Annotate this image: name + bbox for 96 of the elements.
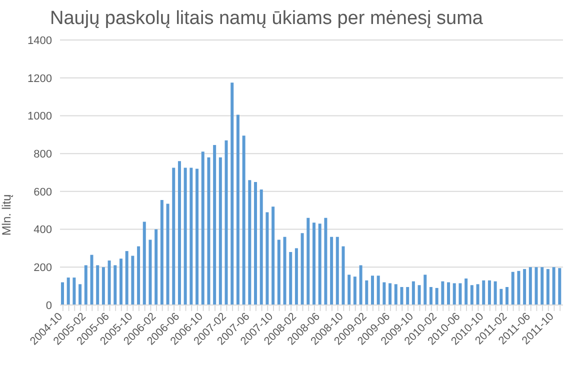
bar (108, 260, 111, 305)
bar (230, 82, 234, 305)
bar (441, 281, 444, 305)
bar (376, 276, 380, 305)
bar (412, 281, 415, 305)
bar (458, 283, 462, 305)
y-tick-label: 1200 (28, 72, 52, 85)
bar (218, 157, 222, 305)
bar (348, 274, 351, 305)
bar (382, 282, 386, 305)
bar (142, 222, 146, 305)
bar (476, 284, 480, 305)
bar (184, 168, 187, 305)
bar (96, 265, 100, 305)
bar (552, 267, 556, 305)
bar (523, 269, 526, 305)
bar (289, 252, 292, 305)
bar (447, 282, 450, 305)
bar (342, 246, 345, 305)
bar (102, 267, 105, 305)
bar (365, 280, 368, 305)
bar (488, 280, 491, 305)
bar (528, 267, 532, 305)
bar (394, 284, 398, 305)
bar (388, 283, 392, 305)
bar (72, 278, 76, 305)
bar (429, 287, 432, 305)
bar (254, 182, 258, 305)
bar (534, 267, 538, 305)
bar (283, 236, 286, 305)
bar (272, 206, 275, 305)
bar (424, 274, 427, 305)
y-tick-label: 200 (34, 262, 52, 274)
bar (154, 229, 158, 305)
bar (66, 278, 70, 305)
bar (324, 218, 328, 305)
bar (236, 114, 240, 305)
bar (517, 270, 520, 305)
bar (119, 258, 122, 305)
bar (370, 276, 374, 305)
bar (61, 282, 64, 305)
y-tick-label: 1000 (28, 110, 52, 123)
bar (207, 157, 210, 305)
bar (435, 288, 438, 305)
y-tick-label: 400 (34, 224, 52, 236)
bar (248, 180, 252, 305)
bar (78, 284, 82, 305)
bar (266, 212, 269, 305)
y-tick-label: 1400 (28, 34, 52, 47)
bar (160, 200, 164, 305)
bar (558, 268, 562, 305)
bar (406, 287, 410, 305)
bar (84, 265, 88, 305)
bar (114, 265, 117, 305)
y-tick-label: 800 (34, 148, 52, 160)
bar (242, 136, 246, 305)
bar (137, 246, 140, 305)
bar (452, 283, 456, 305)
bar (470, 285, 474, 305)
y-tick-label: 600 (34, 186, 52, 198)
bar (196, 168, 199, 305)
bar (359, 265, 362, 305)
bar (224, 140, 228, 305)
bar (178, 161, 181, 305)
bar (353, 276, 356, 305)
bar (125, 251, 128, 305)
bar (318, 224, 322, 305)
bar (506, 287, 509, 305)
bar (213, 145, 216, 305)
bar (300, 233, 304, 305)
bar (546, 269, 550, 305)
bar (277, 240, 280, 305)
bar (260, 190, 263, 305)
bar (336, 236, 339, 305)
y-tick-label: 0 (46, 300, 52, 312)
bar (500, 288, 503, 305)
chart-title: Naujų paskolų litais namų ūkiams per mėnesį suma (50, 8, 483, 30)
bar (494, 281, 497, 305)
bar (166, 204, 170, 305)
bar (511, 272, 514, 305)
bar (330, 236, 334, 305)
bar (172, 168, 176, 305)
bar (464, 278, 468, 305)
bar (294, 248, 298, 305)
bar (190, 168, 193, 305)
bar (148, 240, 152, 305)
bar (131, 256, 134, 305)
bar (540, 267, 544, 305)
bar (482, 280, 486, 305)
y-axis-title: Mln. litų (0, 194, 14, 236)
bar (201, 152, 204, 305)
bar (312, 222, 316, 305)
bar (90, 254, 94, 305)
bar (418, 285, 421, 305)
bar (306, 218, 310, 305)
bar (400, 287, 404, 305)
